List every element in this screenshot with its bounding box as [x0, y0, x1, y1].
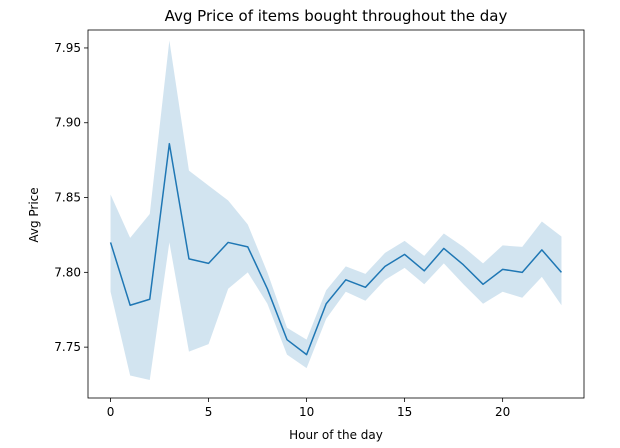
chart-title: Avg Price of items bought throughout the…: [165, 7, 508, 25]
y-tick-label: 7.75: [54, 340, 81, 354]
series-line: [109, 142, 563, 356]
y-tick-label: 7.80: [54, 265, 81, 279]
y-tick-label: 7.85: [54, 191, 81, 205]
x-tick-label: 10: [299, 405, 314, 419]
plot-frame: [87, 29, 585, 399]
x-tick-label: 0: [107, 405, 115, 419]
y-axis-label: Avg Price: [27, 187, 41, 242]
plot-area: 0 5 10 15 20 7.75 7.80 7.85 7.90 7.95: [54, 29, 585, 419]
confidence-band: [110, 40, 562, 381]
x-tick-label: 20: [495, 405, 510, 419]
x-tick-label: 5: [205, 405, 213, 419]
y-tick-label: 7.90: [54, 116, 81, 130]
x-axis-label: Hour of the day: [289, 428, 383, 442]
y-tick-label: 7.95: [54, 41, 81, 55]
x-tick-label: 15: [397, 405, 412, 419]
